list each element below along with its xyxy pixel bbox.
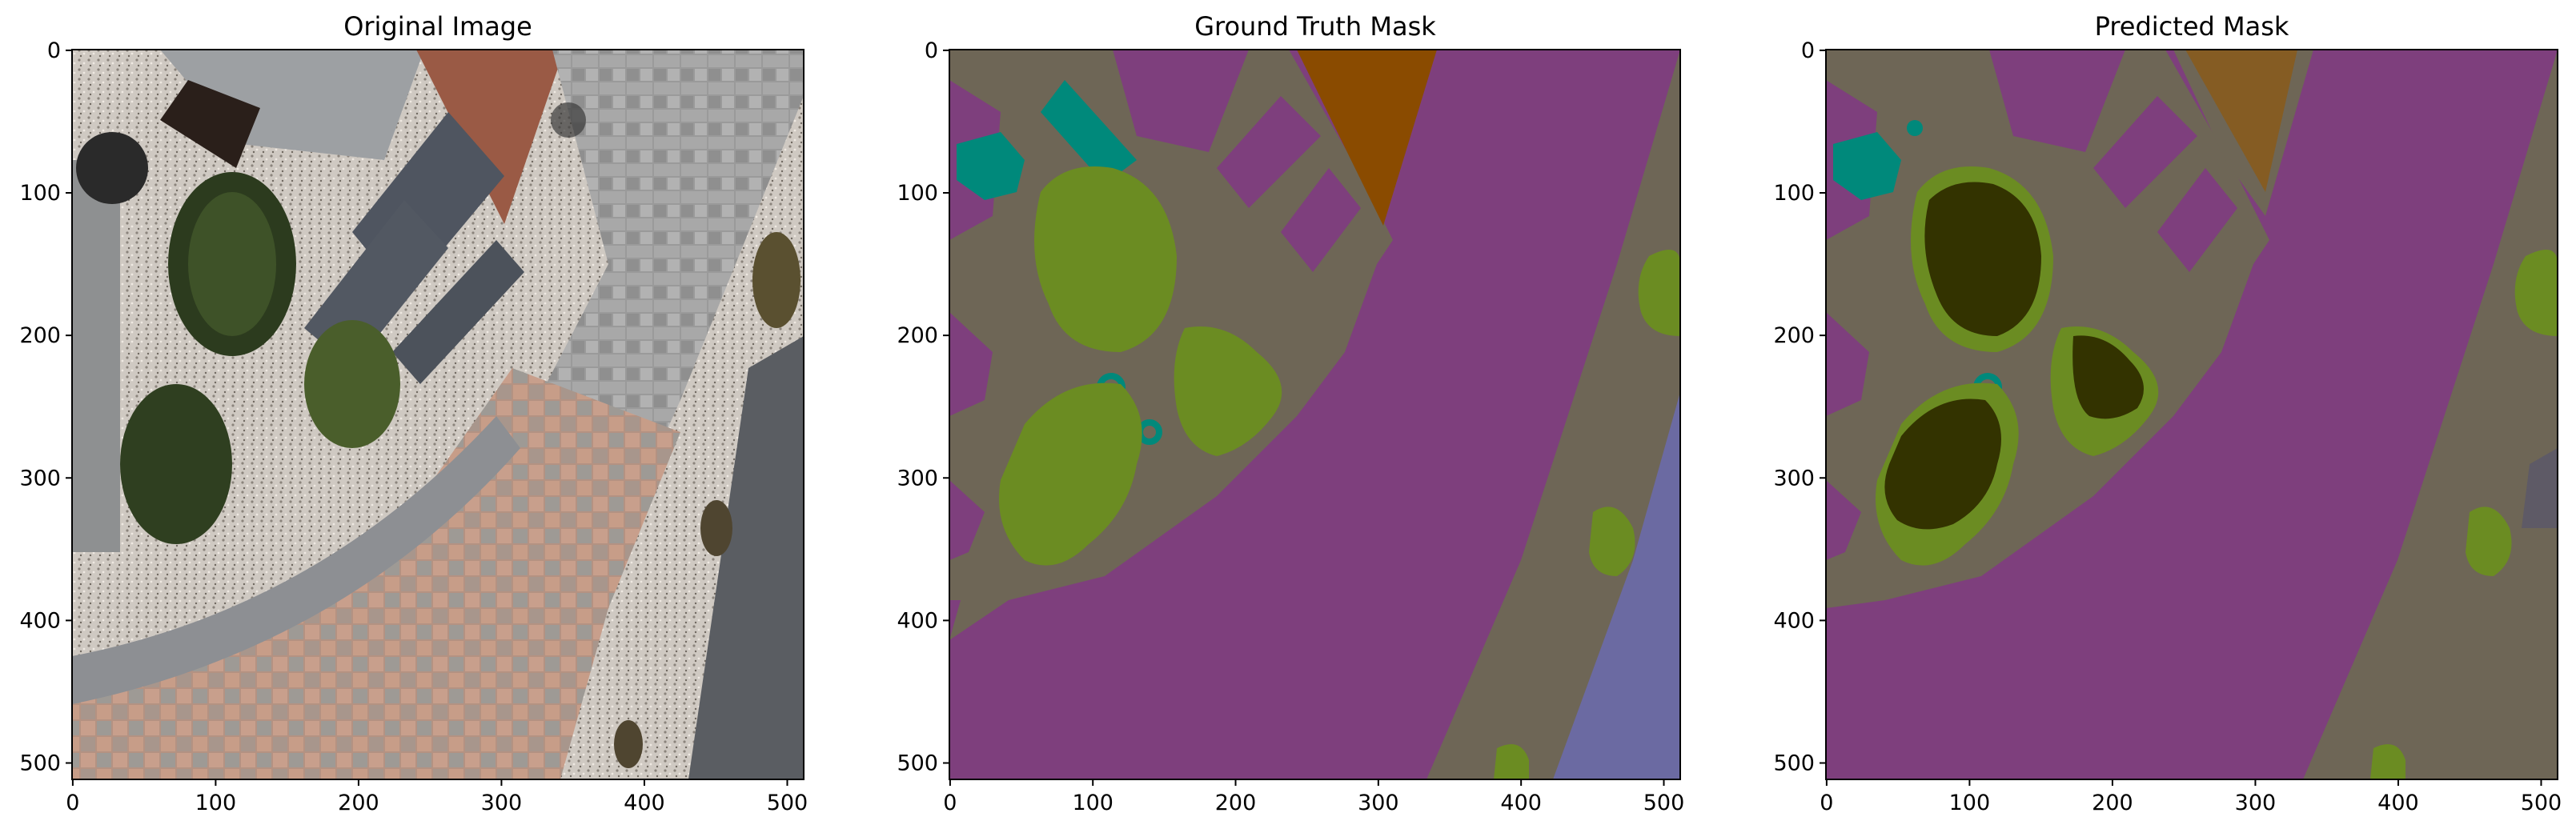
ground-truth-mask (949, 50, 1680, 779)
y-tick-label: 400 (1773, 608, 1815, 633)
y-tick-label: 500 (19, 751, 61, 776)
x-tick-label: 100 (195, 791, 237, 815)
x-tick-label: 400 (624, 791, 665, 815)
y-tick-label: 400 (897, 608, 938, 633)
y-tick-label: 500 (1773, 751, 1815, 776)
axes-frame (949, 49, 1681, 780)
y-tick-label: 100 (897, 181, 938, 206)
x-tick-label: 400 (2377, 791, 2419, 815)
x-tick-label: 300 (1358, 791, 1399, 815)
panel-title: Predicted Mask (2095, 11, 2289, 42)
y-tick-label: 300 (897, 466, 938, 491)
original-photo (72, 50, 804, 779)
y-tick-label: 0 (925, 38, 938, 63)
panel-title: Original Image (343, 11, 532, 42)
x-tick-label: 200 (2092, 791, 2133, 815)
x-tick-label: 200 (338, 791, 379, 815)
x-tick-label: 0 (66, 791, 79, 815)
y-tick-label: 400 (19, 608, 61, 633)
y-tick-label: 0 (1801, 38, 1815, 63)
y-tick-label: 200 (897, 323, 938, 348)
x-tick-label: 0 (943, 791, 957, 815)
y-tick-label: 300 (1773, 466, 1815, 491)
x-tick-label: 500 (767, 791, 809, 815)
y-tick-label: 300 (19, 466, 61, 491)
x-tick-label: 400 (1500, 791, 1542, 815)
y-tick-label: 500 (897, 751, 938, 776)
x-tick-label: 0 (1820, 791, 1833, 815)
x-tick-label: 100 (1949, 791, 1991, 815)
x-tick-label: 100 (1072, 791, 1113, 815)
y-tick-label: 0 (47, 38, 61, 63)
x-tick-label: 500 (2521, 791, 2562, 815)
x-tick-label: 300 (481, 791, 523, 815)
axes-frame (1825, 49, 2558, 780)
y-tick-label: 100 (1773, 181, 1815, 206)
panel-title: Ground Truth Mask (1194, 11, 1436, 42)
predicted-mask (1826, 50, 2558, 779)
y-tick-label: 200 (1773, 323, 1815, 348)
x-tick-label: 300 (2235, 791, 2277, 815)
y-tick-label: 200 (19, 323, 61, 348)
panel-ground-truth-mask: Ground Truth Mask (949, 11, 1681, 780)
x-tick-label: 500 (1643, 791, 1685, 815)
x-tick-label: 200 (1215, 791, 1257, 815)
axes-frame (71, 49, 804, 780)
panel-original-image: Original Image (71, 11, 804, 780)
y-tick-label: 100 (19, 181, 61, 206)
panel-predicted-mask: Predicted Mask (1825, 11, 2558, 780)
